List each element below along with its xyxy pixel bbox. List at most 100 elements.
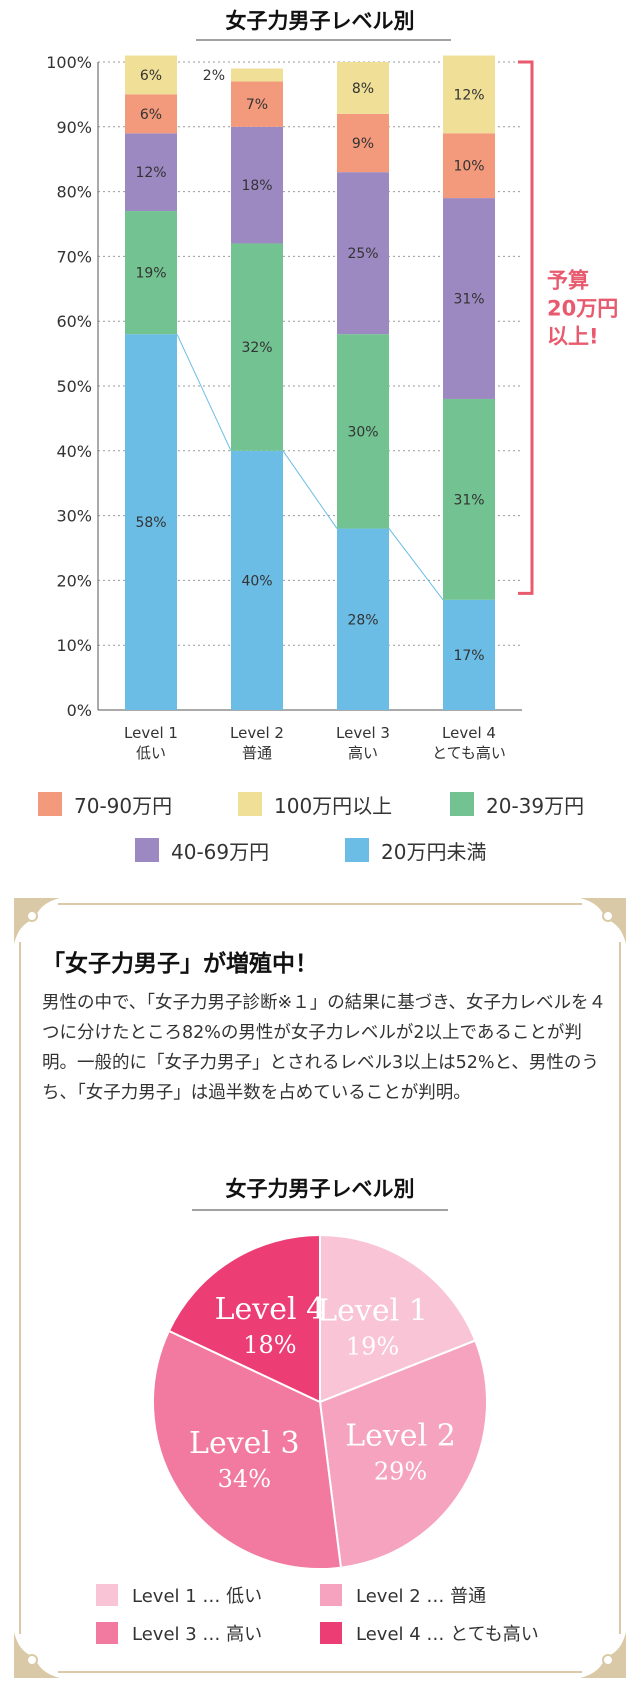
pie-legend-item: Level 4 … とても高い — [320, 1620, 539, 1646]
legend-item: 40-69万円 — [135, 836, 269, 864]
ornament-ring — [602, 910, 614, 922]
pie-legend-item: Level 1 … 低い — [96, 1582, 262, 1608]
data-label: 12% — [453, 87, 484, 103]
bar-segment — [125, 133, 177, 212]
bracket — [518, 60, 534, 595]
panel-title: 「女子力男子」が増殖中！ — [42, 951, 318, 977]
pie-chart: 女子力男子レベル別 Level 1 19% Level 2 29% Level 3 34% L… — [152, 1177, 488, 1570]
x-tick-label: Level 2 — [230, 724, 284, 742]
bar-segment — [337, 172, 389, 335]
data-label: 7% — [246, 97, 268, 113]
bar-segment — [231, 243, 283, 451]
bar-chart-title: 女子力男子レベル別 — [226, 9, 415, 33]
x-tick-label-sub: 低い — [136, 744, 166, 762]
y-tick-label: 50% — [56, 377, 92, 396]
bar-segment — [443, 55, 495, 134]
y-tick-label: 30% — [56, 507, 92, 526]
data-label: 19% — [135, 266, 166, 282]
slice-value-label: 19% — [346, 1333, 399, 1361]
panel-frame — [14, 898, 626, 1678]
legend-swatch — [345, 838, 369, 862]
pie-legend-item: Level 2 … 普通 — [320, 1582, 486, 1608]
legend-swatch — [238, 792, 262, 816]
legend-label: Level 1 … 低い — [132, 1586, 263, 1607]
trend-line — [388, 528, 444, 601]
legend-label: 70-90万円 — [74, 793, 173, 818]
x-tick-label-sub: とても高い — [432, 744, 506, 762]
data-label: 25% — [347, 246, 378, 262]
data-label: 6% — [140, 68, 162, 84]
bar-chart-legend: 70-90万円 100万円以上 20-39万円 40-69万円 20万円未満 — [0, 770, 640, 880]
bar-segment — [231, 126, 283, 244]
slice-label: Level 3 — [189, 1426, 300, 1461]
annotation-text: 予算 — [547, 269, 589, 293]
bar-segment — [231, 81, 283, 127]
legend-swatch — [320, 1622, 342, 1644]
legend-item: 20万円未満 — [345, 836, 486, 864]
bar-segment — [443, 133, 495, 199]
legend-swatch — [38, 792, 62, 816]
y-tick-label: 100% — [46, 53, 92, 72]
data-label: 8% — [352, 81, 374, 97]
y-tick-label: 80% — [56, 183, 92, 202]
bar-segment — [337, 334, 389, 529]
ornament-ring — [602, 1654, 614, 1666]
pie-chart-title: 女子力男子レベル別 — [226, 1177, 415, 1201]
data-label: 17% — [453, 648, 484, 664]
bar-segment — [125, 211, 177, 335]
bar-segment — [337, 62, 389, 114]
x-tick-label: Level 1 — [124, 724, 178, 742]
data-label: 18% — [241, 178, 272, 194]
legend-swatch — [96, 1584, 118, 1606]
bar-segment — [125, 334, 177, 710]
y-tick-label: 90% — [56, 118, 92, 137]
pie-legend-item: Level 3 … 高い — [96, 1620, 262, 1646]
info-panel: 「女子力男子」が増殖中！ 男性の中で、「女子力男子診断※１」の結果に基づき、女子… — [12, 896, 628, 1680]
legend-label: 40-69万円 — [171, 839, 270, 864]
data-label: 6% — [140, 107, 162, 123]
slice-value-label: 29% — [374, 1458, 427, 1486]
y-tick-label: 0% — [67, 701, 92, 720]
legend-label: Level 4 … とても高い — [356, 1624, 539, 1645]
legend-swatch — [135, 838, 159, 862]
legend-swatch — [96, 1622, 118, 1644]
y-tick-label: 40% — [56, 442, 92, 461]
legend-label: 20万円未満 — [381, 839, 487, 864]
slice-value-label: 34% — [218, 1465, 271, 1493]
x-tick-label-sub: 高い — [348, 744, 378, 762]
bar-segment — [337, 113, 389, 173]
trend-line — [282, 450, 338, 529]
y-tick-label: 10% — [56, 636, 92, 655]
y-tick-label: 70% — [56, 247, 92, 266]
data-label: 9% — [352, 136, 374, 152]
y-tick-label: 20% — [56, 571, 92, 590]
data-label: 32% — [241, 340, 272, 356]
bar-segment — [125, 94, 177, 134]
slice-label: Level 1 — [317, 1294, 428, 1329]
legend-swatch — [450, 792, 474, 816]
frame-corner-ornament — [580, 1632, 626, 1678]
panel-body-text: 男性の中で、「女子力男子診断※１」の結果に基づき、女子力レベルを４つに分けたとこ… — [42, 993, 606, 1103]
data-label: 31% — [453, 292, 484, 308]
ornament-ring — [26, 910, 38, 922]
legend-label: Level 3 … 高い — [132, 1624, 263, 1645]
data-label: 12% — [135, 165, 166, 181]
trend-line — [176, 333, 232, 452]
bar-segment — [443, 398, 495, 600]
frame-corner-ornament — [14, 1632, 60, 1678]
frame-corner-ornament — [14, 898, 60, 944]
slice-value-label: 18% — [243, 1331, 296, 1359]
data-label: 10% — [453, 159, 484, 175]
bar-segment — [337, 528, 389, 710]
bar-segment — [125, 55, 177, 95]
data-label: 58% — [135, 515, 166, 531]
x-tick-label: Level 4 — [442, 724, 496, 742]
stacked-bar-chart: 女子力男子レベル別 0% 10% 20% 30% 40% 50% 60% 70% 80% 90% 10… — [46, 9, 618, 762]
legend-label: Level 2 … 普通 — [356, 1586, 487, 1607]
legend-item: 70-90万円 — [38, 790, 172, 818]
pie-slice — [318, 1339, 488, 1569]
bar-segment — [443, 198, 495, 399]
frame-corner-ornament — [580, 898, 626, 944]
pie-slice — [319, 1233, 477, 1404]
